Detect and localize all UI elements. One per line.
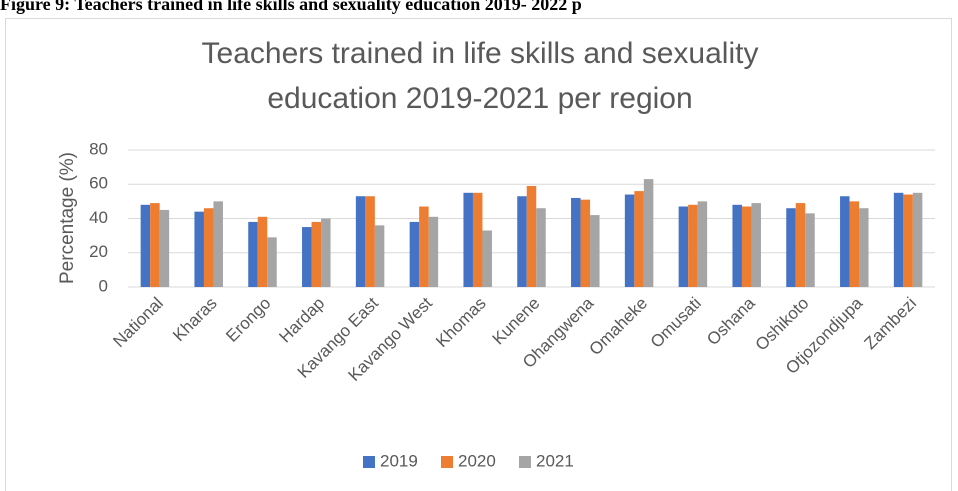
bar [248, 221, 258, 287]
legend-label: 2021 [536, 451, 574, 470]
bar [849, 201, 860, 287]
bar [140, 204, 151, 287]
bar [697, 201, 708, 287]
bar [795, 203, 806, 287]
bar [472, 192, 483, 287]
bar [311, 221, 322, 287]
chart-title: education 2019-2021 per region [267, 82, 692, 115]
bar [150, 203, 160, 287]
bar [257, 216, 268, 287]
bar [159, 209, 170, 287]
y-tick-label: 60 [89, 174, 108, 193]
bar [526, 185, 537, 287]
bar [321, 218, 331, 287]
bar [859, 208, 869, 287]
legend-label: 2020 [458, 451, 496, 470]
bar [571, 197, 581, 287]
bar [213, 201, 223, 287]
bar [903, 194, 913, 287]
bar [688, 204, 698, 287]
bar [517, 196, 527, 287]
bar [536, 208, 546, 287]
bar [302, 227, 312, 287]
legend-label: 2019 [380, 451, 418, 470]
bar [634, 191, 644, 287]
bar [732, 204, 742, 287]
bar [365, 196, 375, 287]
y-tick-label: 0 [99, 276, 108, 295]
bar [409, 221, 420, 287]
bar [203, 208, 214, 287]
bar [805, 213, 815, 287]
bar [482, 230, 492, 287]
bar [194, 211, 204, 287]
bar [912, 192, 923, 287]
bar [741, 206, 752, 287]
bar [428, 216, 439, 287]
y-tick-label: 40 [89, 208, 108, 227]
bar [840, 196, 850, 287]
bar [751, 203, 761, 287]
legend-swatch [441, 456, 453, 468]
bar [893, 192, 904, 287]
figure-caption: Figure 9: Teachers trained in life skill… [0, 0, 582, 14]
bar [463, 192, 473, 287]
legend-swatch [363, 456, 375, 468]
bar [419, 206, 429, 287]
bar [643, 179, 654, 287]
bar [786, 208, 796, 287]
bar [678, 206, 689, 287]
legend-swatch [519, 456, 531, 468]
bar [590, 215, 600, 287]
bar [355, 196, 366, 287]
bar [624, 194, 635, 287]
y-axis-label: Percentage (%) [57, 152, 78, 284]
y-tick-label: 20 [89, 242, 108, 261]
y-tick-label: 80 [89, 139, 108, 158]
bar [580, 199, 591, 287]
bar [267, 237, 277, 287]
chart-title: Teachers trained in life skills and sexu… [202, 37, 759, 70]
bar [374, 225, 385, 287]
